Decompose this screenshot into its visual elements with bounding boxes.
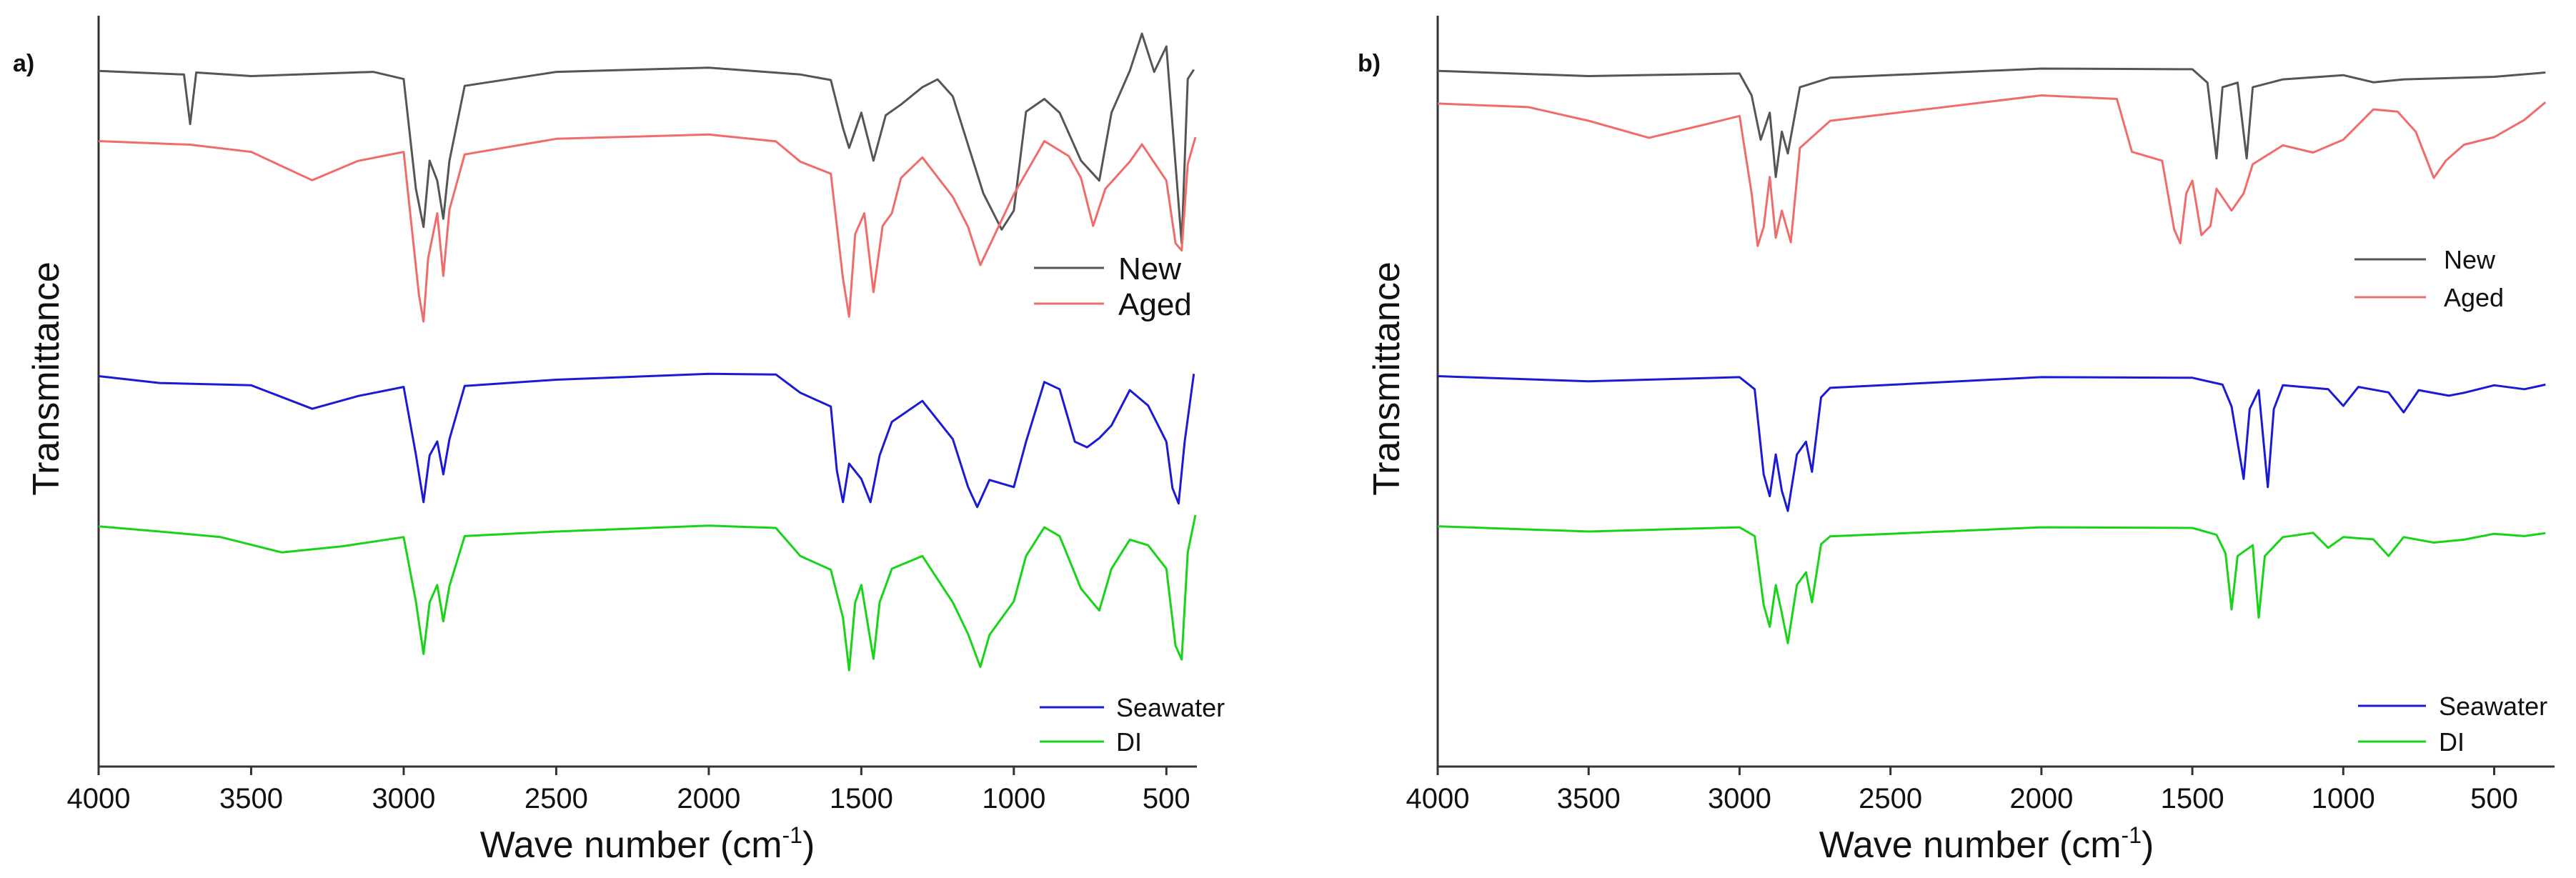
panel-a-x-tick-labels: 4000 3500 3000 2500 2000 1500 1000 500 <box>67 783 1190 814</box>
panel-b-series <box>1437 67 2547 644</box>
panel-b-x-ticks <box>1436 767 2496 775</box>
x-tick-label: 4000 <box>1406 783 1470 814</box>
panel-b-x-tick-labels: 4000 3500 3000 2500 2000 1500 1000 500 <box>1406 783 2518 814</box>
panel-a-series <box>98 32 1197 672</box>
panel-b: b) 4000 3500 3000 2500 2000 1500 1000 500 Wave … <box>1358 16 2555 866</box>
series-line-seawater <box>98 372 1195 509</box>
x-tick-label: 1000 <box>2312 783 2375 814</box>
legend-label-new: New <box>1118 251 1181 286</box>
series-line-di <box>98 514 1197 672</box>
legend-label-seawater: Seawater <box>1116 693 1225 722</box>
panel-a-legend-bottom: Seawater DI <box>1040 693 1225 757</box>
series-line-new <box>1437 67 2546 179</box>
series-line-aged <box>98 133 1197 323</box>
panel-b-y-axis-title: Transmittance <box>1366 261 1408 496</box>
panel-b-x-axis-title: Wave number (cm-1) <box>1819 822 2154 866</box>
panel-b-legend-bottom: Seawater DI <box>2358 692 2547 757</box>
x-tick-label: 1000 <box>982 783 1045 814</box>
series-line-new <box>98 32 1195 244</box>
series-line-seawater <box>1437 375 2546 512</box>
x-tick-label: 2500 <box>524 783 588 814</box>
legend-label-new-b: New <box>2444 245 2496 274</box>
series-line-di <box>1437 525 2546 644</box>
legend-label-di: DI <box>1116 727 1142 757</box>
x-tick-label: 1500 <box>2161 783 2224 814</box>
x-tick-label: 1500 <box>830 783 893 814</box>
x-tick-label: 3500 <box>219 783 283 814</box>
x-tick-label: 500 <box>2470 783 2518 814</box>
x-tick-label: 2500 <box>1859 783 1922 814</box>
x-tick-label: 4000 <box>67 783 131 814</box>
legend-label-aged: Aged <box>1118 287 1192 322</box>
x-tick-label: 500 <box>1143 783 1190 814</box>
panel-b-legend-top: New Aged <box>2354 245 2504 312</box>
panel-a-label: a) <box>13 50 34 77</box>
legend-label-seawater-b: Seawater <box>2439 692 2547 721</box>
x-tick-label: 3000 <box>1708 783 1771 814</box>
x-tick-label: 2000 <box>677 783 740 814</box>
panel-b-label: b) <box>1358 50 1381 77</box>
panel-a: a) 4000 3500 3000 2500 2000 1500 1000 500 Wave … <box>13 16 1225 866</box>
x-tick-label: 2000 <box>2009 783 2073 814</box>
x-tick-label: 3500 <box>1557 783 1621 814</box>
panel-a-legend-top: New Aged <box>1034 251 1192 322</box>
x-tick-label: 3000 <box>372 783 435 814</box>
legend-label-di-b: DI <box>2439 727 2465 757</box>
panel-a-x-axis-title: Wave number (cm-1) <box>480 822 815 866</box>
legend-label-aged-b: Aged <box>2444 283 2504 312</box>
panel-a-x-ticks <box>97 767 1168 775</box>
series-line-aged <box>1437 94 2547 247</box>
panel-a-y-axis-title: Transmittance <box>26 261 67 496</box>
